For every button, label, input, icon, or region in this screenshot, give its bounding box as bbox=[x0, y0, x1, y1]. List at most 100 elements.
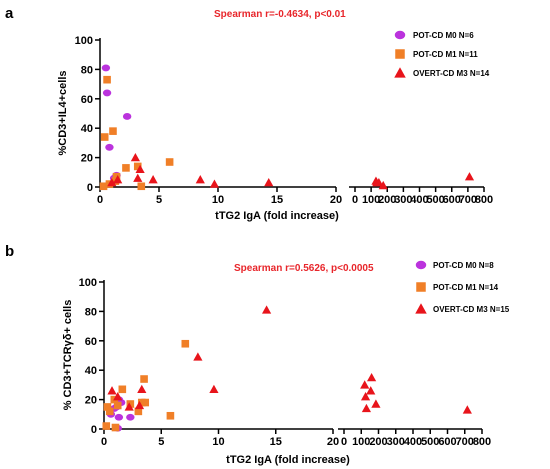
panel-b-point-triangle bbox=[360, 392, 371, 401]
panel-b-x-tick-label: 200 bbox=[369, 436, 387, 448]
panel-a-point-triangle bbox=[464, 172, 475, 181]
panel-a-point-triangle bbox=[264, 177, 274, 187]
panel-b-x-tick-label: 600 bbox=[438, 436, 456, 448]
panel-a-point-circle bbox=[102, 89, 112, 97]
panel-b-point-triangle bbox=[193, 352, 203, 361]
panel-a-point-triangle bbox=[113, 175, 123, 184]
panel-b-y-tick-label: 0 bbox=[91, 424, 97, 436]
panel-a-point-circle bbox=[101, 64, 111, 72]
panel-b-point-square bbox=[140, 375, 148, 383]
panel-b-point-square bbox=[113, 401, 122, 410]
panel-a-point-square bbox=[100, 133, 109, 141]
panel-b-point-square bbox=[103, 403, 112, 411]
panel-b-point-triangle bbox=[113, 392, 123, 401]
panel-b-x-tick-label: 800 bbox=[473, 436, 491, 448]
panel-a-x-tick-label: 400 bbox=[410, 194, 428, 206]
panel-b-y-tick-label: 100 bbox=[79, 277, 97, 289]
panel-a-x-tick-label: 300 bbox=[394, 194, 412, 206]
panel-a-x-axis-title: tTG2 IgA (fold increase) bbox=[215, 210, 339, 222]
panel-b-legend-marker-circle bbox=[415, 260, 427, 270]
panel-a-point-square bbox=[109, 127, 117, 135]
panel-b-legend: POT-CD M0 N=8 POT-CD M1 N=14 OVERT-CD M3 N… bbox=[415, 260, 510, 314]
panel-a-y-tick-label: 20 bbox=[81, 153, 93, 165]
panel-b-point-square bbox=[105, 407, 114, 416]
panel-a-x-tick-label: 0 bbox=[97, 194, 103, 206]
panel-a-legend-marker-square bbox=[395, 49, 405, 59]
panel-a-point-square bbox=[122, 164, 130, 172]
panel-b-x-tick-label: 15 bbox=[270, 436, 282, 448]
panel-a-letter: a bbox=[5, 5, 14, 22]
panel-a-legend-marker-circle bbox=[394, 30, 406, 40]
panel-b-x-tick-label: 500 bbox=[421, 436, 439, 448]
panel-b-point-square bbox=[102, 422, 111, 430]
panel-b-x-tick-label: 0 bbox=[341, 436, 347, 448]
panel-a-y-tick-label: 0 bbox=[87, 182, 93, 194]
panel-a-point-square bbox=[137, 182, 146, 191]
panel-a-point-circle bbox=[122, 113, 132, 120]
panel-b-x-tick-label: 100 bbox=[352, 436, 370, 448]
panel-b-point-triangle bbox=[124, 402, 134, 411]
panel-a-point-square bbox=[103, 75, 111, 84]
panel-a-legend-marker-triangle bbox=[394, 67, 406, 78]
panel-a-spearman-annotation: Spearman r=-0.4634, p<0.01 bbox=[214, 9, 346, 20]
panel-a-point-triangle bbox=[195, 175, 205, 184]
panel-a-point-triangle bbox=[374, 177, 384, 187]
panel-b-point-triangle bbox=[134, 400, 145, 410]
panel-b-point-square bbox=[134, 407, 143, 416]
panel-a-x-tick-label: 20 bbox=[330, 194, 342, 206]
panel-b-legend-label: POT-CD M1 N=14 bbox=[433, 283, 499, 292]
panel-a-legend: POT-CD M0 N=6 POT-CD M1 N=11 OVERT-CD M3 N… bbox=[394, 30, 490, 78]
panel-b-x-tick-label: 5 bbox=[158, 436, 164, 448]
panel-a-x-tick-label: 5 bbox=[156, 194, 162, 206]
panel-a-x-tick-label: 0 bbox=[352, 194, 358, 206]
panel-a-x-tick-label: 100 bbox=[362, 194, 380, 206]
panel-b-y-tick-label: 40 bbox=[85, 365, 97, 377]
panel-b-point-circle bbox=[126, 413, 135, 421]
panel-a-x-tick-label: 800 bbox=[475, 194, 493, 206]
panel-b-y-tick-label: 20 bbox=[85, 395, 97, 407]
panel-b-y-axis-title: % CD3+TCRγδ+ cells bbox=[62, 300, 74, 411]
panel-b-point-triangle bbox=[366, 386, 376, 395]
panel-b-point-square bbox=[141, 398, 150, 407]
panel-b-point-triangle bbox=[361, 403, 372, 413]
panel-b-y-tick-label: 60 bbox=[85, 336, 97, 348]
panel-a-point-square bbox=[112, 172, 121, 181]
panel-b-point-triangle bbox=[371, 399, 381, 408]
panel-b-x-tick-label: 10 bbox=[212, 436, 224, 448]
panel-a-legend-label: POT-CD M0 N=6 bbox=[413, 31, 474, 40]
panel-b-legend-marker-square bbox=[416, 282, 426, 292]
panel-a-legend-label: OVERT-CD M3 N=14 bbox=[413, 69, 490, 78]
panel-b-letter: b bbox=[5, 243, 14, 260]
panel-b-x-tick-label: 0 bbox=[101, 436, 107, 448]
panel-b-point-square bbox=[166, 411, 175, 420]
panel-a-point-square bbox=[133, 162, 142, 171]
panel-b-point-triangle bbox=[137, 384, 147, 393]
panel-b-point-triangle bbox=[261, 305, 272, 314]
panel-a-y-tick-label: 60 bbox=[81, 94, 93, 106]
panel-a-point-triangle bbox=[133, 173, 143, 182]
panel-a-legend-label: POT-CD M1 N=11 bbox=[413, 50, 478, 59]
panel-b-legend-marker-triangle bbox=[415, 303, 427, 314]
panel-a-x-tick-label: 600 bbox=[443, 194, 461, 206]
panel-b-x-tick-label: 20 bbox=[327, 436, 339, 448]
panel-a-point-triangle bbox=[107, 177, 117, 187]
panel-a-y-tick-label: 40 bbox=[81, 123, 93, 135]
panel-a-y-axis-title: %CD3+IL4+cells bbox=[57, 71, 69, 156]
panel-b-spearman-annotation: Spearman r=0.5626, p<0.0005 bbox=[234, 263, 374, 274]
panel-a-point-triangle bbox=[209, 179, 220, 188]
panel-b-legend-label: OVERT-CD M3 N=15 bbox=[433, 305, 510, 314]
panel-b-point-triangle bbox=[107, 386, 117, 395]
panel-a-y-tick-label: 80 bbox=[81, 64, 93, 76]
panel-b-point-square bbox=[181, 339, 190, 348]
panel-a-x-tick-label: 700 bbox=[459, 194, 477, 206]
panel-a-point-triangle bbox=[378, 180, 388, 190]
panel-a-point-circle bbox=[105, 143, 114, 151]
panel-b-legend-label: POT-CD M0 N=8 bbox=[433, 261, 494, 270]
panel-a-x-tick-label: 200 bbox=[378, 194, 396, 206]
panel-b-point-triangle bbox=[209, 384, 219, 393]
panel-b-point-circle bbox=[114, 413, 124, 421]
panel-b-x-axis-title: tTG2 IgA (fold increase) bbox=[226, 454, 350, 466]
